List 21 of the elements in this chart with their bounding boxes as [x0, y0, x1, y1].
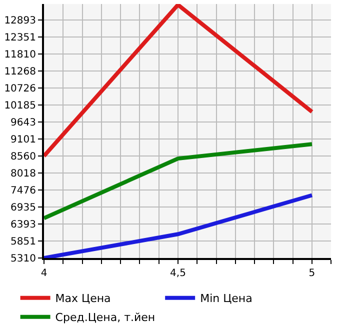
y-tick-label: 10726 — [4, 84, 36, 95]
legend-label: Max Цена — [55, 292, 111, 306]
legend-label: Сред.Цена, т.йен — [55, 311, 156, 324]
y-tick-label: 11810 — [4, 50, 36, 61]
y-tick-label: 12893 — [4, 16, 36, 27]
x-tick-label: 5 — [308, 268, 316, 279]
x-tick-label: 4,5 — [170, 268, 186, 279]
x-tick-label: 4 — [40, 268, 48, 279]
y-tick-label: 10185 — [4, 100, 36, 112]
y-tick-label: 12351 — [4, 32, 36, 44]
y-tick-label: 5851 — [10, 236, 36, 248]
y-tick-label: 9643 — [10, 118, 36, 129]
y-tick-label: 5310 — [10, 254, 36, 264]
y-tick-label: 7476 — [10, 186, 36, 197]
y-tick-label: 8560 — [10, 152, 36, 163]
y-tick-label: 9101 — [10, 134, 36, 146]
y-tick-label: 6935 — [10, 202, 36, 214]
y-tick-label: 11268 — [4, 66, 36, 78]
y-tick-label: 6393 — [10, 220, 36, 231]
y-tick-label: 8018 — [10, 168, 36, 180]
legend-label: Min Цена — [200, 292, 252, 306]
